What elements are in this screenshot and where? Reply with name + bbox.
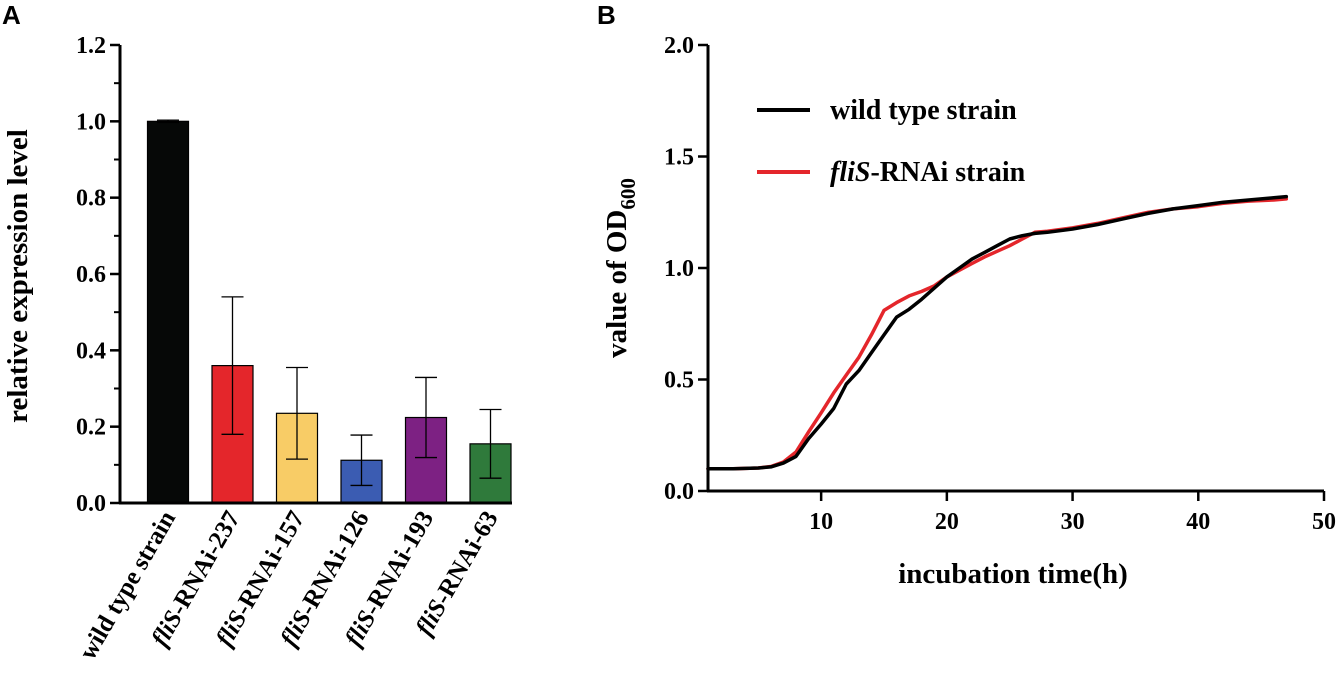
panel-a-y-tick-label: 1.2 [76, 33, 106, 59]
panel-b-y-tick-label: 0.0 [664, 479, 694, 505]
series-line-flis-rnai [706, 197, 1289, 471]
legend-label-text: wild type strain [830, 95, 1017, 126]
panel-b-x-tick-label: 20 [935, 509, 959, 535]
panel-a-y-tick-label: 0.0 [76, 491, 106, 517]
panel-a-error-bar [221, 296, 244, 435]
panel-a-error-bar [350, 434, 373, 487]
panel-a-error-bars [157, 119, 502, 487]
panel-b-y-ticks: 0.0 0.5 1.0 1.5 2.0 [664, 33, 708, 505]
panel-b-y-tick-label: 0.5 [664, 368, 694, 394]
panel-a-bars [146, 120, 512, 504]
legend-label-text: -RNAi strain [870, 157, 1025, 188]
panel-a-y-axis-title: relative expression level [2, 129, 34, 423]
panel-a-y-tick-label: 0.8 [76, 186, 106, 212]
panel-a-y-tick-label: 1.0 [76, 109, 106, 135]
panel-b-y-tick-label: 1.0 [664, 256, 694, 282]
panel-a-error-bar [415, 376, 437, 459]
panel-a-y-tick-label: 0.4 [76, 338, 106, 364]
panel-a-error-bar [479, 408, 502, 479]
panel-b-y-axis-title-subscript: 600 [616, 178, 640, 210]
panel-b-x-tick-label: 50 [1312, 509, 1336, 535]
legend-item: fliS-RNAi strain [757, 157, 1026, 188]
panel-a-category-label-text: -RNAi-63 [429, 507, 504, 609]
legend-label: fliS-RNAi strain [830, 157, 1026, 188]
panel-b-y-tick-label: 1.5 [664, 145, 694, 171]
legend-item: wild type strain [757, 95, 1017, 126]
panel-b-y-axis-title: value of OD600 [601, 178, 640, 358]
panel-b-x-tick-label: 40 [1186, 509, 1210, 535]
panel-a-y-tick-label: 0.6 [76, 262, 106, 288]
panel-b-y-tick-label: 2.0 [664, 33, 694, 59]
panel-a: A relative expression level 0.0 0.2 0.4 0.6… [2, 0, 512, 664]
panel-b-legend: wild type strain fliS-RNAi strain [757, 95, 1026, 188]
panel-b-x-tick-label: 30 [1061, 509, 1085, 535]
series-line-wild-type [706, 194, 1289, 471]
panel-a-error-bar [157, 119, 179, 124]
panel-a-error-bar [286, 366, 308, 460]
panel-b-x-ticks: 10 20 30 40 50 [809, 491, 1336, 535]
panel-b-x-tick-label: 10 [809, 509, 833, 535]
panel-b-y-axis-title-main: value of OD [601, 210, 633, 358]
legend-label-gene: fliS [830, 157, 870, 188]
panel-a-bar [146, 120, 190, 504]
panel-a-letter: A [2, 0, 21, 30]
panel-a-category-labels: wild type strainfliS-RNAi-237fliS-RNAi-1… [74, 506, 503, 664]
panel-b-x-axis-title: incubation time(h) [898, 558, 1128, 590]
panel-b: B value of OD600 0.0 0.5 1.0 1.5 2.0 10 20 30 4… [597, 0, 1336, 590]
panel-b-series [706, 194, 1289, 471]
panel-a-y-tick-label: 0.2 [76, 415, 106, 441]
legend-label: wild type strain [830, 95, 1017, 126]
panel-b-letter: B [597, 0, 616, 30]
panel-a-y-ticks: 0.0 0.2 0.4 0.6 0.8 1.0 1.2 [76, 33, 120, 517]
